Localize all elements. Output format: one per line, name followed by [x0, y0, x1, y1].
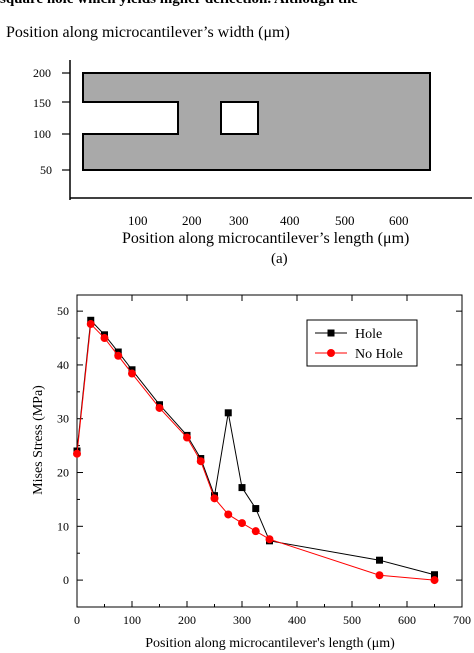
data-point-no-hole [210, 494, 219, 503]
diagram-y-tick-label: 100 [33, 127, 51, 141]
diagram-y-tick-label: 50 [40, 163, 52, 177]
x-tick-label: 400 [288, 613, 306, 627]
mises-stress-chart: 0 100 200 300 400 500 600 700 0 10 20 30 40 50 Hole No… [31, 294, 471, 651]
data-point-hole [376, 556, 383, 564]
cantilever-diagram [62, 60, 472, 200]
data-point-no-hole [224, 510, 233, 519]
data-point-no-hole [196, 457, 205, 466]
data-point-no-hole [183, 433, 191, 442]
legend-label: Hole [355, 327, 382, 342]
data-point-no-hole [128, 369, 136, 378]
diagram-x-tick-label: 300 [229, 213, 249, 228]
diagram-x-tick-label: 100 [128, 213, 148, 228]
x-tick-label: 200 [178, 613, 196, 627]
subfigure-label: (a) [271, 251, 288, 267]
data-point-no-hole [100, 334, 109, 343]
legend-marker [327, 329, 335, 337]
legend: Hole No Hole [306, 319, 418, 367]
diagram-y-tick-label: 200 [33, 66, 51, 80]
diagram-y-tick-label: 150 [33, 96, 51, 110]
y-tick-label: 40 [57, 358, 69, 372]
data-point-no-hole [430, 576, 439, 585]
data-point-hole [238, 484, 246, 492]
diagram-y-axis-label: Position along microcantilever’s width (… [6, 24, 290, 41]
data-point-no-hole [265, 535, 274, 544]
chart-x-axis-label: Position along microcantilever's length … [145, 636, 395, 651]
data-point-no-hole [114, 351, 123, 360]
square-hole [220, 101, 259, 135]
y-tick-label: 30 [57, 412, 69, 426]
x-tick-label: 0 [74, 613, 80, 627]
data-point-hole [252, 505, 260, 513]
data-point-no-hole [375, 571, 384, 580]
x-tick-label: 700 [453, 613, 471, 627]
x-tick-label: 600 [398, 613, 416, 627]
legend-frame [306, 319, 418, 367]
y-tick-label: 10 [57, 519, 69, 533]
y-tick-label: 0 [63, 573, 69, 587]
y-tick-label: 50 [57, 304, 69, 318]
legend-marker [327, 349, 335, 357]
diagram-x-tick-label: 200 [182, 213, 202, 228]
diagram-x-tick-label: 600 [389, 213, 409, 228]
data-point-no-hole [238, 519, 246, 528]
data-point-no-hole [86, 320, 95, 329]
chart-y-axis-label: Mises Stress (MPa) [31, 385, 46, 495]
data-point-no-hole [73, 449, 81, 458]
data-point-hole [224, 409, 232, 417]
diagram-x-tick-label: 500 [335, 213, 355, 228]
y-tick-label: 20 [57, 466, 69, 480]
data-point-hole [431, 571, 438, 579]
x-tick-label: 300 [233, 613, 251, 627]
x-tick-label: 100 [123, 613, 141, 627]
caption-top-line: square hole which yields higher deflecti… [0, 0, 358, 8]
data-point-no-hole [251, 527, 260, 536]
legend-label: No Hole [355, 347, 403, 362]
data-point-no-hole [155, 403, 164, 412]
diagram-x-tick-label: 400 [280, 213, 300, 228]
diagram-x-axis-label: Position along microcantilever’s length … [122, 230, 410, 247]
x-tick-label: 500 [343, 613, 361, 627]
